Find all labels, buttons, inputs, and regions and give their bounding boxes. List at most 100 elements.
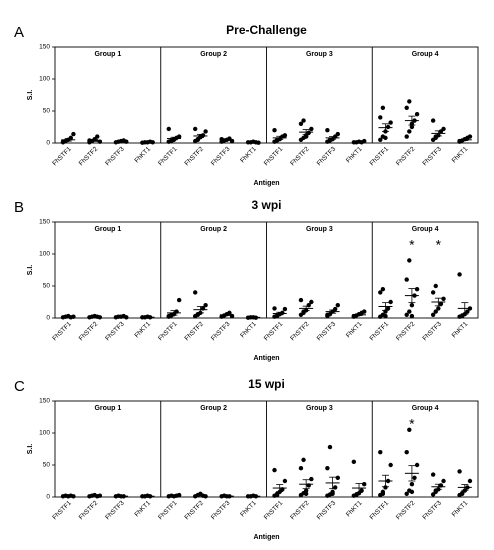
data-point: [383, 135, 388, 141]
data-point: [272, 306, 277, 311]
group-label: Group 4: [412, 51, 439, 58]
x-tick-label: FhSTF1: [157, 145, 179, 167]
data-point: [430, 472, 436, 477]
x-tick-label: FhSTF3: [104, 499, 126, 521]
panel-label: B: [14, 199, 24, 216]
x-axis-label: Antigen: [253, 534, 279, 541]
data-point: [433, 283, 438, 289]
x-tick-label: FhKT1: [345, 320, 364, 339]
data-point: [409, 482, 415, 487]
data-point: [351, 459, 357, 464]
x-tick-label: FhSTF1: [51, 145, 73, 167]
data-point: [430, 312, 436, 317]
x-tick-label: FhSTF2: [289, 499, 311, 521]
data-point: [166, 126, 171, 132]
data-point: [362, 309, 367, 314]
data-point: [385, 306, 391, 311]
data-point: [274, 492, 280, 498]
x-tick-label: FhSTF3: [421, 145, 443, 167]
x-tick-label: FhKT1: [451, 145, 470, 164]
x-tick-label: FhSTF1: [157, 320, 179, 342]
group-label: Group 2: [200, 51, 227, 58]
data-point: [335, 303, 340, 308]
data-point: [309, 126, 314, 132]
data-point: [303, 134, 309, 139]
data-point: [459, 313, 465, 319]
x-tick-label: FhSTF2: [78, 320, 100, 342]
panel-label: C: [14, 378, 25, 395]
data-point: [378, 290, 383, 295]
y-tick-label: 100: [39, 76, 50, 83]
data-point: [301, 118, 306, 123]
y-tick-label: 0: [46, 315, 50, 322]
data-point: [301, 309, 306, 314]
data-point: [378, 115, 383, 120]
x-tick-label: FhKT1: [239, 145, 258, 164]
y-tick-label: 100: [39, 430, 50, 437]
data-point: [193, 126, 198, 132]
data-point: [380, 105, 386, 111]
x-tick-label: FhSTF2: [395, 320, 417, 342]
data-point: [407, 129, 412, 134]
data-point: [219, 136, 224, 142]
data-point: [383, 485, 388, 490]
x-tick-label: FhSTF3: [316, 320, 338, 342]
data-point: [68, 135, 74, 141]
data-point: [457, 469, 462, 474]
data-point: [124, 315, 129, 320]
data-point: [467, 478, 473, 484]
data-point: [433, 134, 438, 139]
data-point: [433, 309, 438, 314]
y-tick-label: 150: [39, 398, 50, 405]
y-tick-label: 150: [39, 219, 50, 226]
x-tick-label: FhSTF2: [78, 145, 100, 167]
x-tick-label: FhSTF1: [263, 320, 285, 342]
group-label: Group 1: [94, 226, 121, 233]
data-point: [430, 290, 436, 295]
data-point: [359, 488, 364, 493]
x-tick-label: FhKT1: [239, 320, 258, 339]
data-point: [436, 306, 441, 311]
y-tick-label: 0: [46, 140, 50, 147]
data-point: [362, 138, 367, 144]
data-point: [414, 112, 420, 117]
data-point: [409, 313, 415, 319]
data-point: [388, 120, 393, 125]
data-point: [332, 306, 338, 312]
y-tick-label: 100: [39, 251, 50, 258]
x-tick-label: FhSTF1: [369, 499, 391, 521]
significance-mark: *: [409, 237, 415, 253]
data-point: [414, 462, 420, 468]
group-label: Group 3: [306, 405, 333, 412]
data-point: [330, 491, 335, 496]
data-point: [409, 303, 415, 308]
data-point: [414, 287, 420, 292]
y-tick-label: 150: [39, 44, 50, 51]
group-label: Group 3: [306, 226, 333, 233]
y-tick-label: 50: [43, 462, 51, 469]
x-tick-label: FhSTF3: [210, 145, 232, 167]
data-point: [438, 301, 444, 307]
x-tick-label: FhSTF1: [263, 145, 285, 167]
x-tick-label: FhSTF1: [51, 320, 73, 342]
data-point: [465, 309, 470, 314]
x-tick-label: FhSTF2: [289, 145, 311, 167]
data-point: [441, 478, 446, 484]
x-tick-label: FhSTF1: [369, 145, 391, 167]
x-tick-label: FhSTF2: [395, 145, 417, 167]
data-point: [272, 467, 277, 473]
data-point: [203, 303, 208, 308]
x-tick-label: FhSTF2: [183, 145, 205, 167]
x-tick-label: FhSTF3: [210, 320, 232, 342]
data-point: [383, 313, 388, 319]
data-point: [176, 297, 182, 303]
data-point: [380, 491, 386, 496]
data-point: [380, 287, 386, 292]
data-point: [60, 140, 66, 145]
data-point: [325, 312, 330, 317]
data-point: [325, 128, 330, 133]
data-point: [407, 258, 412, 263]
data-point: [404, 450, 409, 455]
y-tick-label: 0: [46, 494, 50, 501]
